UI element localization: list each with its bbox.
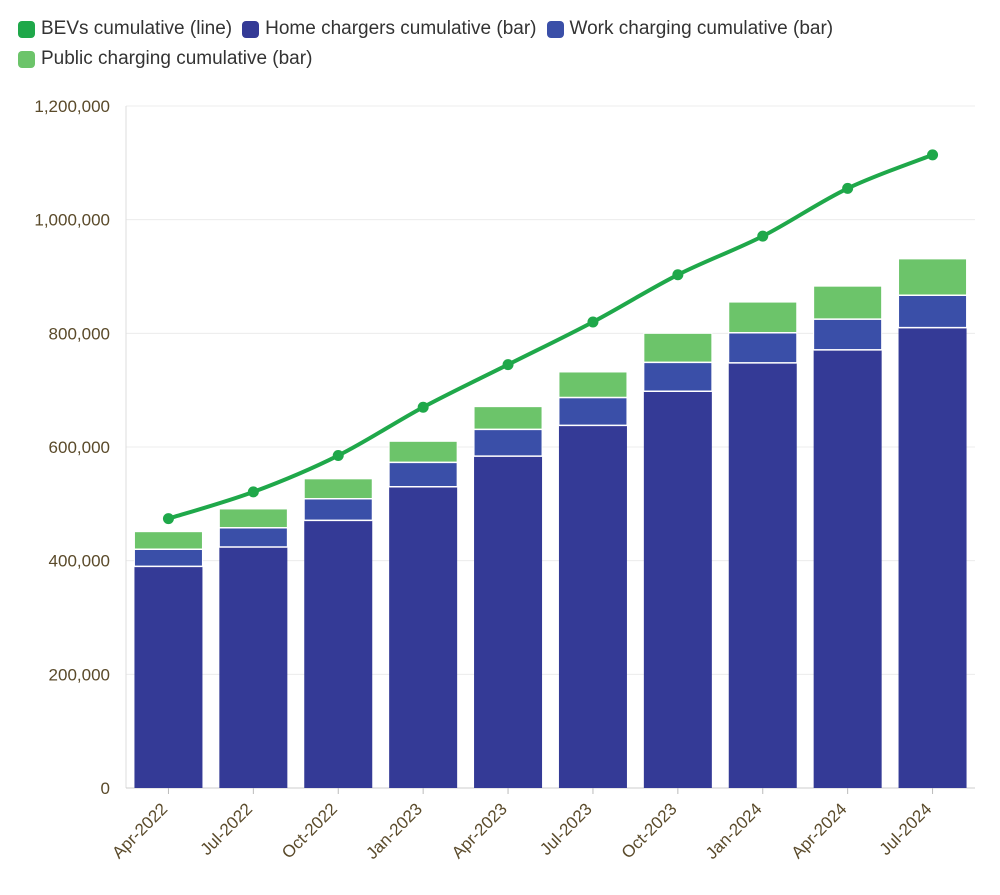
x-tick-label: Oct-2022 — [278, 799, 341, 862]
line-point — [757, 230, 769, 242]
line-point — [502, 359, 514, 371]
y-tick-label: 1,200,000 — [34, 97, 110, 116]
bar-work-charging-cumulative-bar — [473, 428, 543, 457]
legend-swatch — [242, 20, 260, 38]
x-tick-label: Jul-2024 — [876, 799, 936, 859]
x-tick-label: Jan-2023 — [362, 799, 426, 863]
bar-public-charging-cumulative-bar — [388, 440, 458, 463]
bar-work-charging-cumulative-bar — [133, 548, 203, 567]
bar-home-chargers-cumulative-bar — [813, 349, 882, 788]
bar-home-chargers-cumulative-bar — [728, 362, 797, 788]
line-point — [417, 401, 429, 413]
line-point — [842, 182, 854, 194]
bar-work-charging-cumulative-bar — [388, 461, 458, 488]
chart-legend: BEVs cumulative (line) Home chargers cumu… — [18, 14, 978, 74]
y-tick-label: 200,000 — [49, 665, 110, 684]
legend-swatch — [18, 20, 35, 38]
legend-swatch — [546, 20, 564, 38]
line-point — [587, 316, 599, 328]
line-point — [247, 486, 259, 498]
legend-label: BEVs cumulative (line) — [41, 18, 233, 39]
legend-item-public-charging-cumulative-bar: Public charging cumulative (bar) — [18, 44, 312, 74]
bar-public-charging-cumulative-bar — [558, 371, 628, 399]
y-tick-label: 0 — [101, 779, 110, 798]
bar-public-charging-cumulative-bar — [473, 406, 543, 430]
y-tick-label: 800,000 — [49, 324, 110, 343]
bar-work-charging-cumulative-bar — [303, 498, 373, 521]
bar-home-chargers-cumulative-bar — [134, 566, 203, 788]
bar-work-charging-cumulative-bar — [643, 361, 713, 392]
y-tick-label: 600,000 — [49, 438, 110, 457]
line-bevs-cumulative-line — [167, 153, 934, 521]
line-point — [672, 269, 684, 281]
x-tick-label: Oct-2023 — [618, 799, 681, 862]
y-tick-label: 1,000,000 — [34, 211, 110, 230]
bar-public-charging-cumulative-bar — [643, 332, 713, 363]
line-point — [162, 513, 174, 525]
bar-public-charging-cumulative-bar — [133, 531, 203, 550]
bar-home-chargers-cumulative-bar — [219, 547, 288, 788]
bar-public-charging-cumulative-bar — [728, 301, 798, 334]
bar-home-chargers-cumulative-bar — [898, 327, 967, 788]
y-tick-label: 400,000 — [49, 552, 110, 571]
bar-public-charging-cumulative-bar — [303, 478, 373, 500]
bar-work-charging-cumulative-bar — [813, 318, 883, 351]
legend-item-home-chargers-cumulative-bar: Home chargers cumulative (bar) — [242, 14, 537, 44]
legend-label: Work charging cumulative (bar) — [569, 18, 834, 39]
legend-item-bevs-cumulative-line: BEVs cumulative (line) — [18, 14, 232, 44]
line-point — [332, 450, 344, 462]
bar-public-charging-cumulative-bar — [813, 285, 883, 320]
x-tick-label: Jul-2022 — [197, 799, 257, 859]
bar-public-charging-cumulative-bar — [218, 508, 288, 529]
bar-work-charging-cumulative-bar — [558, 397, 628, 426]
bar-public-charging-cumulative-bar — [898, 258, 968, 296]
bar-home-chargers-cumulative-bar — [558, 425, 627, 788]
x-tick-label: Apr-2023 — [448, 799, 511, 862]
x-tick-label: Jul-2023 — [536, 799, 596, 859]
legend-item-work-charging-cumulative-bar: Work charging cumulative (bar) — [546, 14, 834, 44]
x-tick-label: Jan-2024 — [702, 799, 766, 863]
line-point — [927, 149, 939, 161]
x-tick-label: Apr-2024 — [788, 799, 851, 862]
bar-home-chargers-cumulative-bar — [474, 456, 543, 788]
legend-label: Public charging cumulative (bar) — [41, 48, 313, 69]
bar-work-charging-cumulative-bar — [898, 294, 968, 329]
bar-work-charging-cumulative-bar — [728, 332, 798, 364]
legend-label: Home chargers cumulative (bar) — [265, 18, 537, 39]
legend-swatch — [18, 50, 35, 68]
x-tick-label: Apr-2022 — [108, 799, 171, 862]
bar-home-chargers-cumulative-bar — [304, 520, 373, 788]
bar-work-charging-cumulative-bar — [218, 527, 288, 548]
bar-home-chargers-cumulative-bar — [643, 391, 712, 788]
bar-home-chargers-cumulative-bar — [389, 486, 458, 788]
